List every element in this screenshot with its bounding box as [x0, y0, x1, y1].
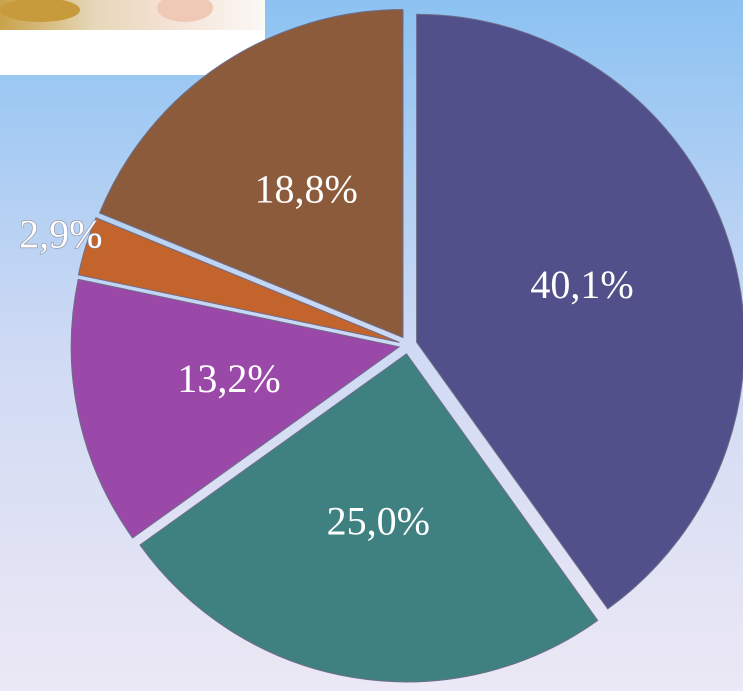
- data-label: 25,0%: [327, 499, 430, 544]
- chart: 40,1% 25,0% 13,2% 2,9% 18,8%: [0, 0, 743, 691]
- data-label: 13,2%: [177, 356, 280, 401]
- data-label: 2,9%: [19, 211, 102, 256]
- data-label: 40,1%: [530, 262, 633, 307]
- data-label: 18,8%: [255, 166, 358, 211]
- page: 40,1%25,0%13,2%2,9%18,8% (() => { const …: [0, 0, 743, 691]
